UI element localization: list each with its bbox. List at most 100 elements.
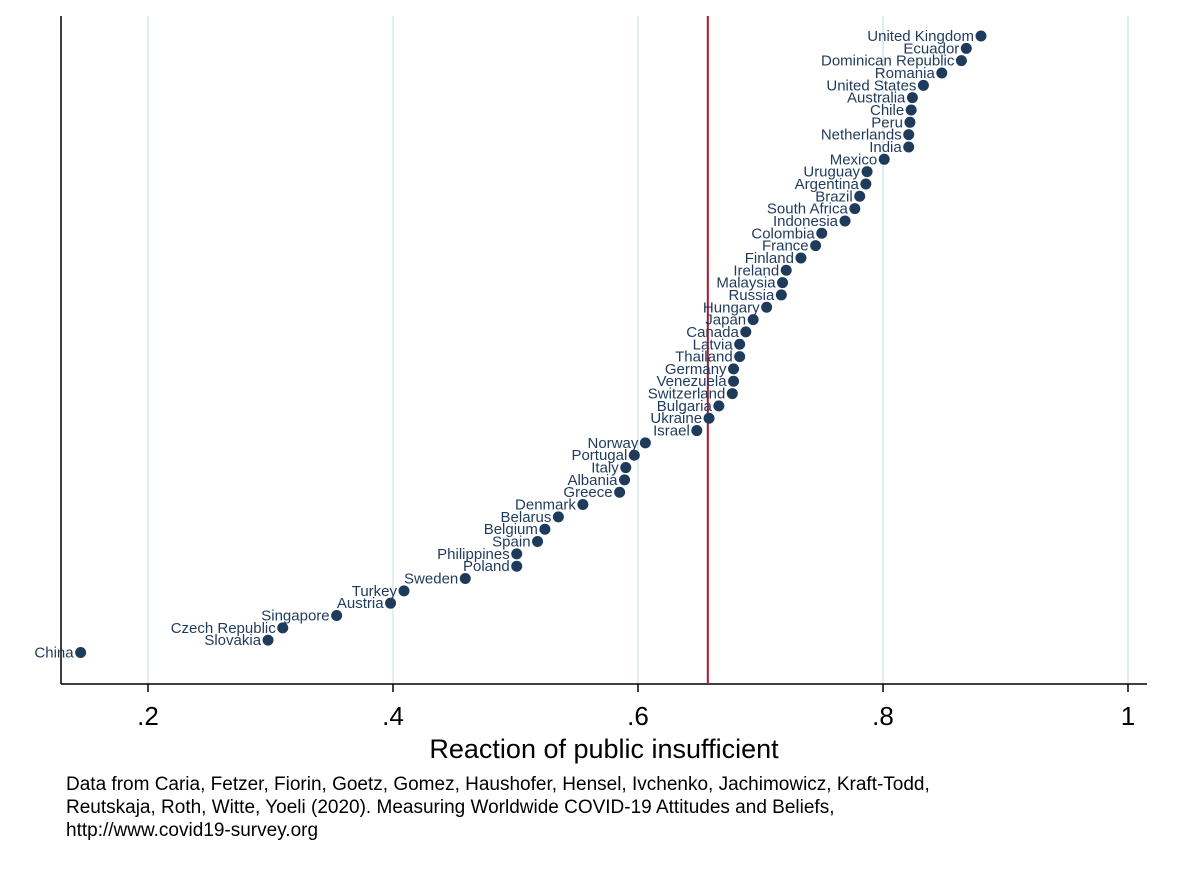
data-point [795,252,807,264]
data-point-label: Japan [705,312,746,329]
x-tick-label: 1 [1121,701,1135,731]
data-point-label: Philippines [437,546,510,563]
data-point-label: Peru [871,114,903,131]
data-point [747,314,759,326]
data-point [734,338,746,350]
data-point-label: Singapore [261,608,329,625]
data-point [262,634,274,646]
data-point-label: Latvia [693,336,734,353]
data-point-label: Ecuador [903,40,959,57]
gridlines [147,16,1129,684]
data-point-label: Poland [463,558,510,575]
x-tick-label: .4 [382,701,404,731]
x-tick-labels: .2 .4 .6 .8 1 [137,684,1135,731]
data-point-label: Romania [875,65,936,82]
data-point-label: Portugal [571,447,627,464]
data-point [903,129,915,141]
data-point-label: Norway [587,435,638,452]
data-point-label: Uruguay [803,164,860,181]
data-point-label: Venezuela [656,373,727,390]
data-point [620,462,632,474]
data-point [878,153,890,165]
data-point-label: Italy [591,460,619,477]
data-point-label: Belgium [484,521,538,538]
data-point [75,647,87,658]
data-point [839,215,851,227]
x-tick-label: .2 [137,701,159,731]
data-point [385,597,397,609]
data-point-label: Chile [870,102,904,119]
data-point [903,141,915,153]
data-point [539,523,551,535]
data-point-label: Ukraine [650,410,702,427]
source-note-line: Reutskaja, Roth, Witte, Yoeli (2020). Me… [66,797,835,818]
data-point [511,560,523,572]
data-point [728,375,740,387]
data-point [713,400,725,412]
data-point [775,289,787,301]
data-point [331,610,343,622]
data-point-label: Hungary [703,299,760,316]
data-point-label: Colombia [751,225,815,242]
data-point-label: Argentina [795,176,860,193]
axes [60,16,1147,685]
data-point-label: Malaysia [716,275,776,292]
data-point-label: Netherlands [821,127,902,144]
source-note-line: http://www.covid19-survey.org [66,820,319,841]
data-point [861,166,873,178]
data-point [614,486,626,498]
data-point-label: Turkey [352,583,398,600]
data-point-label: Canada [686,324,739,341]
data-point-label: France [762,238,809,255]
data-point-label: Indonesia [773,213,839,230]
data-point [854,190,866,202]
data-point [703,412,715,424]
data-point [816,227,828,239]
data-point [860,178,872,190]
data-point [849,203,861,215]
data-point-label: Finland [745,250,794,267]
data-point-label: Australia [847,90,906,107]
data-point-label: Switzerland [648,386,726,403]
data-point [628,449,640,461]
data-point-label: Brazil [815,188,853,205]
data-point [459,573,471,585]
data-point [277,622,289,634]
data-point [734,351,746,363]
data-point-label: Thailand [675,349,733,366]
data-point [906,92,918,104]
data-point-label: Ireland [733,262,779,279]
data-point [955,55,967,67]
data-point [777,277,789,289]
data-point-label: Russia [728,287,775,304]
data-point [960,42,972,54]
data-point [726,388,738,400]
data-point-label: Bulgaria [657,398,713,415]
x-tick-label: .6 [627,701,649,731]
data-point [639,437,651,449]
data-point [740,326,752,338]
data-point [577,499,589,511]
x-axis-title: Reaction of public insufficient [429,734,779,764]
data-point [511,548,523,560]
data-point [810,240,822,252]
x-tick-label: .8 [872,701,894,731]
data-point-label: Israel [653,423,690,440]
data-point-label: Mexico [830,151,878,168]
data-point [904,116,916,128]
data-point [619,474,631,486]
data-point [936,67,948,79]
data-point [905,104,917,116]
data-point-label: China [34,645,74,662]
data-point-label: Spain [492,534,530,551]
data-point [728,363,740,375]
data-point-label: Slovakia [204,632,261,649]
data-point-label: Austria [337,595,384,612]
data-point-label: Czech Republic [171,620,277,637]
data-point-label: Germany [665,361,727,378]
data-point [975,30,987,42]
data-point [917,79,929,91]
data-point-label: Belarus [501,509,552,526]
data-point-label: United Kingdom [867,28,974,45]
